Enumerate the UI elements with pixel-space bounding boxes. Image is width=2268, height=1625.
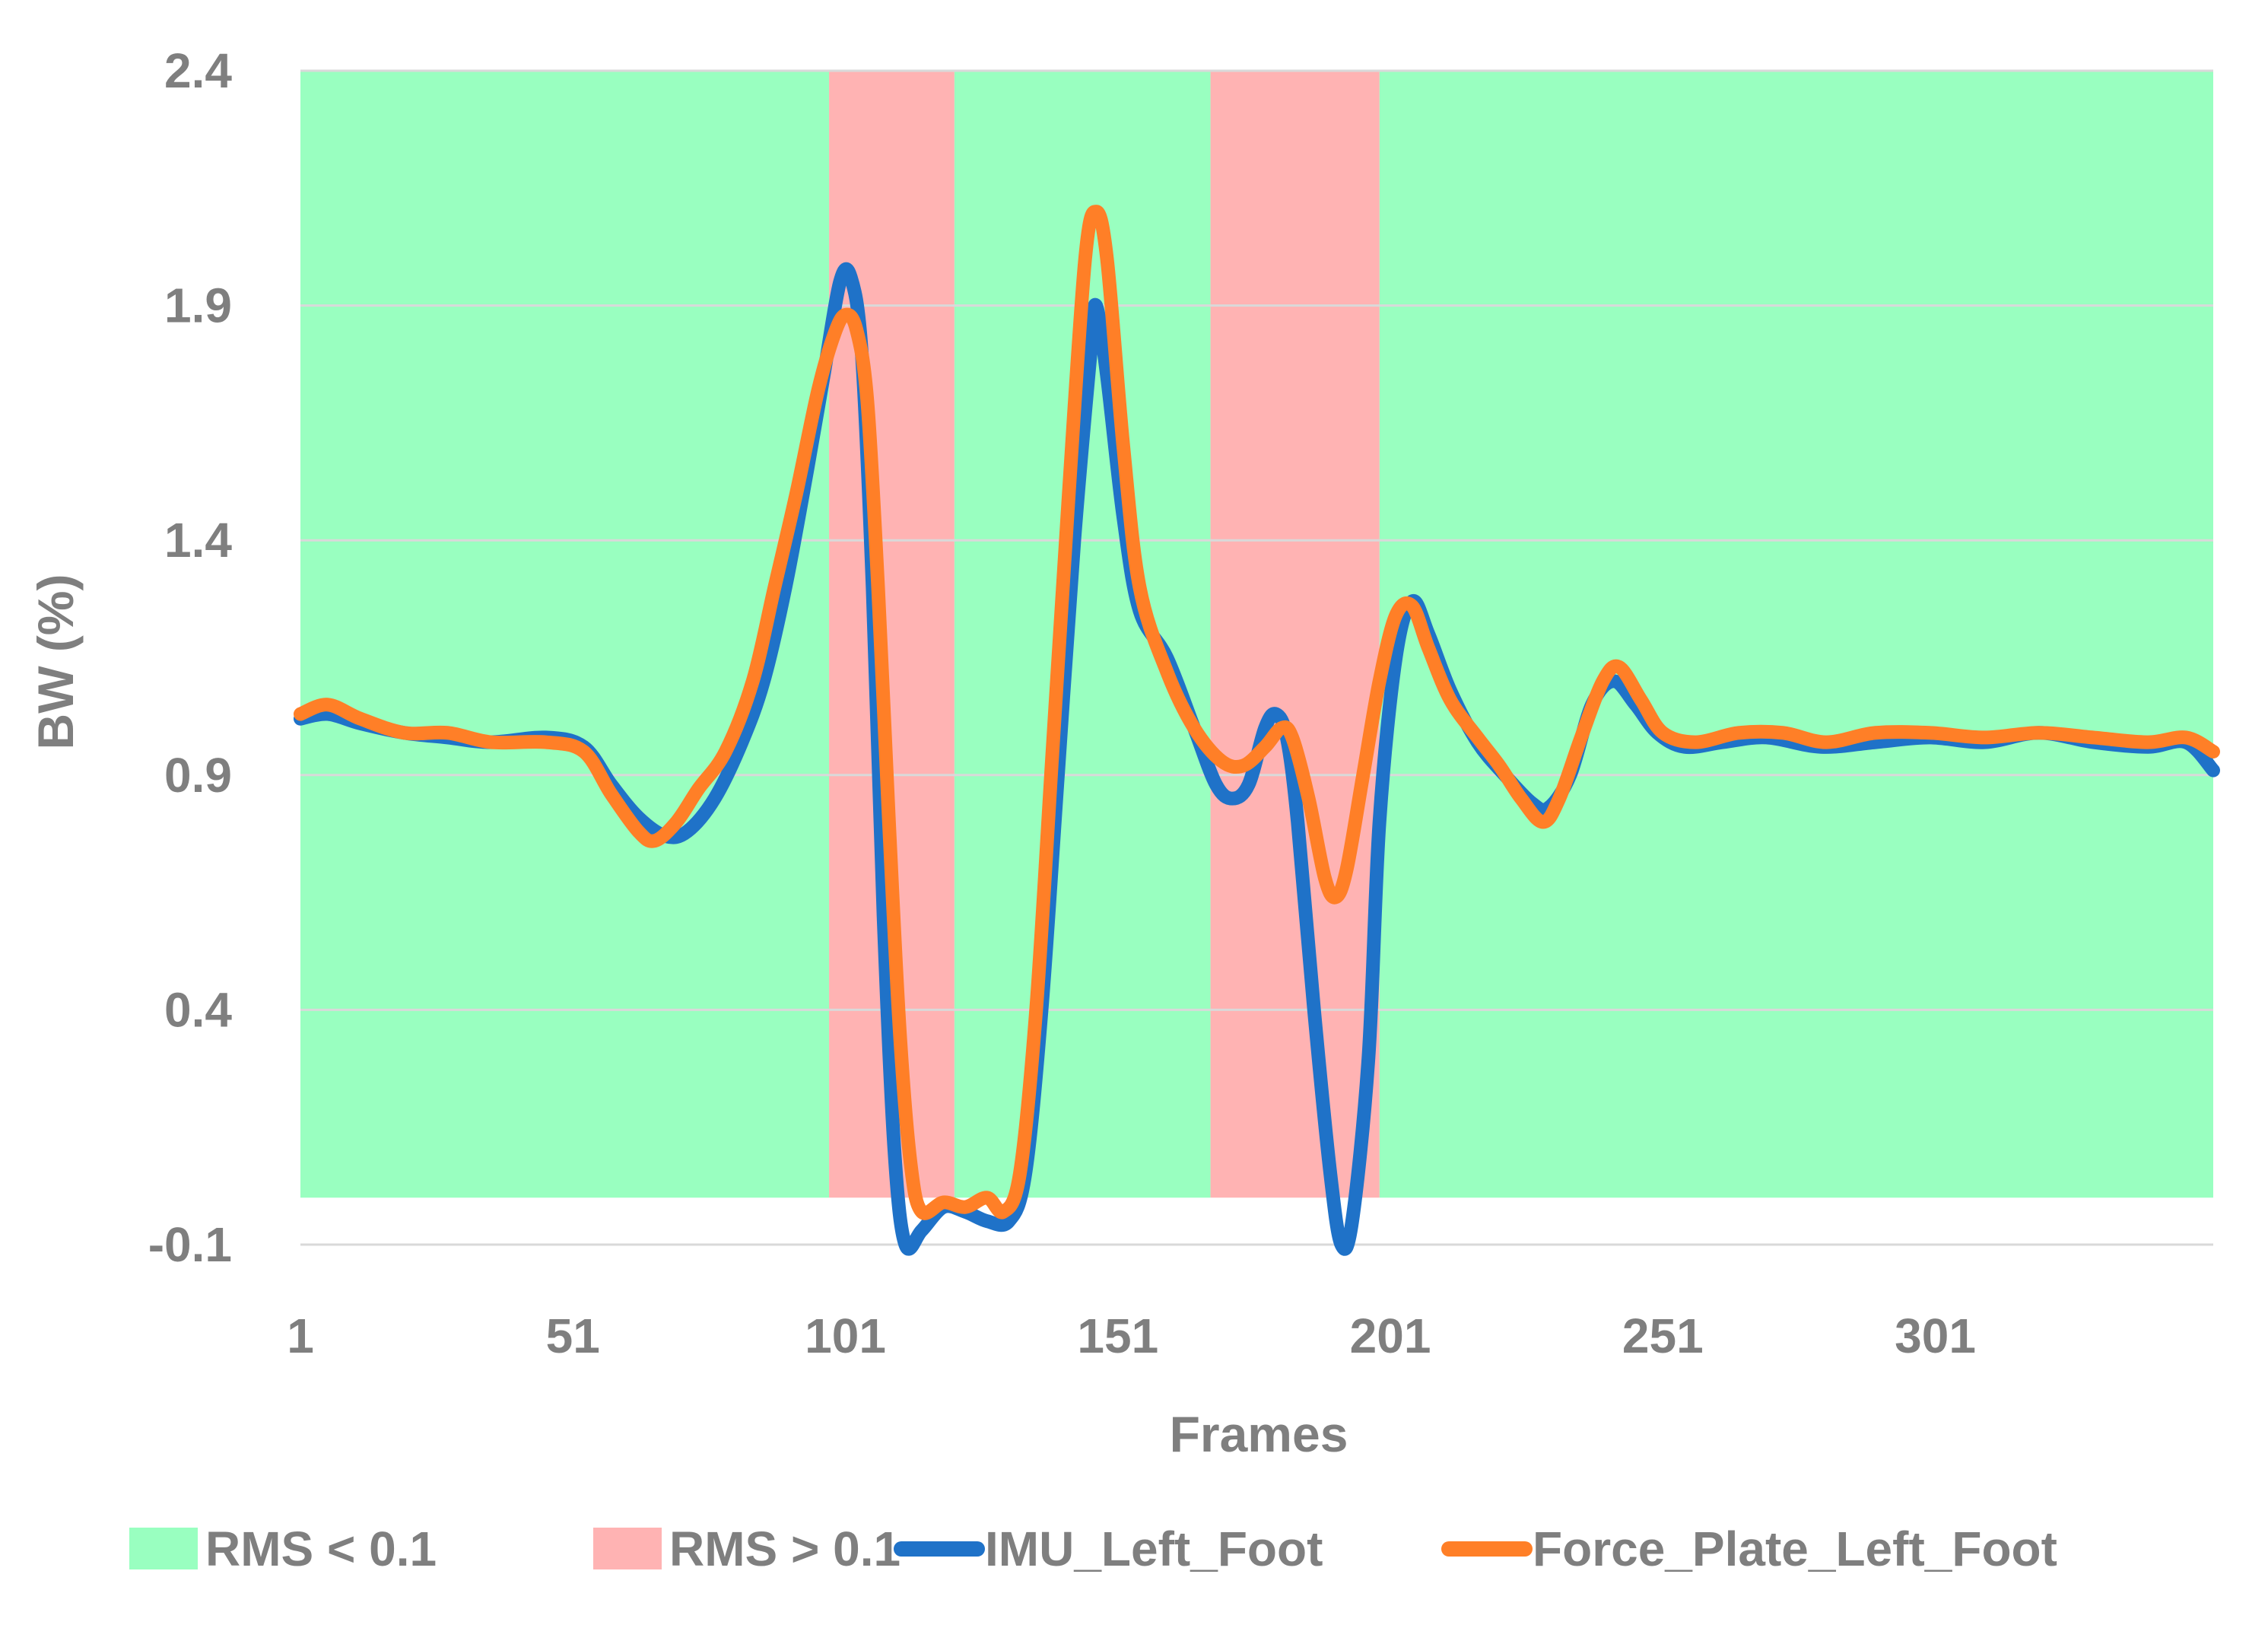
x-tick-label: 151: [1077, 1309, 1158, 1363]
y-tick-label: 2.4: [164, 43, 232, 98]
y-tick-label: 1.4: [164, 513, 232, 568]
gridlines: [300, 69, 2213, 1246]
y-tick-label: 0.9: [164, 748, 232, 803]
x-tick-label: 51: [546, 1309, 600, 1363]
legend-label: IMU_Left_Foot: [985, 1522, 1323, 1576]
band-rms-low-0: [300, 71, 830, 1198]
legend-swatch: [593, 1528, 662, 1569]
band-rms-high-1: [1210, 71, 1380, 1198]
y-tick-label: -0.1: [148, 1217, 232, 1272]
x-tick-label: 1: [287, 1309, 314, 1363]
legend: RMS < 0.1 RMS > 0.1 IMU_Left_Foot Force_Pla…: [129, 1522, 2057, 1576]
x-tick-label: 101: [805, 1309, 886, 1363]
legend-label: RMS > 0.1: [669, 1522, 901, 1576]
y-axis-label: BW (%): [27, 574, 84, 750]
legend-swatch: [129, 1528, 198, 1569]
legend-item-imu-left-foot: IMU_Left_Foot: [894, 1522, 1323, 1576]
series-line-force-plate-left-foot: [294, 205, 2220, 1220]
y-tick-label: 1.9: [164, 278, 232, 333]
band-rms-low-2: [1379, 71, 2213, 1198]
legend-label: Force_Plate_Left_Foot: [1533, 1522, 2057, 1576]
legend-item-force-plate-left-foot: Force_Plate_Left_Foot: [1441, 1522, 2057, 1576]
x-tick-label: 201: [1350, 1309, 1431, 1363]
y-tick-label: 0.4: [164, 982, 232, 1037]
rms-bands: [300, 71, 2213, 1198]
x-tick-label: 301: [1895, 1309, 1976, 1363]
x-axis-label: Frames: [1170, 1406, 1348, 1462]
legend-item-rms-0-1: RMS > 0.1: [593, 1522, 901, 1576]
legend-item-rms-0-1: RMS < 0.1: [129, 1522, 437, 1576]
legend-label: RMS < 0.1: [205, 1522, 437, 1576]
y-tick-labels: 2.4 1.9 1.4 0.9 0.4 -0.1: [148, 43, 233, 1272]
series-lines: [294, 205, 2220, 1256]
x-tick-label: 251: [1622, 1309, 1704, 1363]
x-tick-labels: 1 51 101 151 201 251 301: [287, 1309, 1976, 1363]
